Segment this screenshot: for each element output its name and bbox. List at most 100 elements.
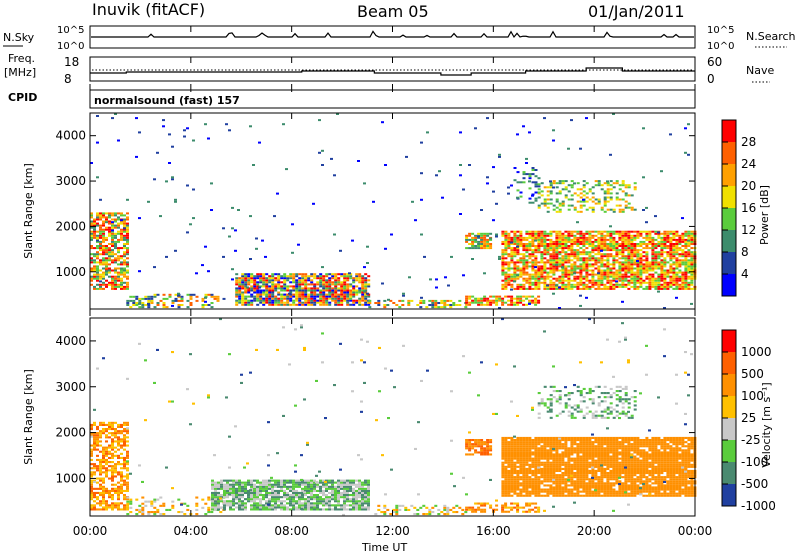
heatmap-cell (111, 506, 114, 509)
heatmap-cell (594, 180, 598, 183)
heatmap-cell (247, 498, 250, 501)
heatmap-cell (319, 301, 323, 304)
heatmap-cell (123, 494, 126, 497)
heatmap-cell (597, 279, 601, 282)
heatmap-cell (280, 287, 284, 290)
heatmap-cell (313, 289, 317, 292)
heatmap-cell (621, 273, 625, 276)
heatmap-cell (307, 295, 311, 298)
heatmap-cell (672, 232, 676, 235)
heatmap-cell (549, 257, 553, 260)
heatmap-cell (174, 249, 177, 252)
heatmap-cell (268, 289, 272, 292)
heatmap-cell (256, 291, 260, 294)
heatmap-cell (483, 272, 486, 275)
heatmap-cell (226, 491, 229, 494)
heatmap-cell (99, 247, 102, 250)
heatmap-cell (597, 265, 601, 268)
heatmap-cell (310, 283, 314, 286)
heatmap-cell (684, 265, 688, 268)
heatmap-cell (504, 457, 508, 460)
heatmap-cell (510, 459, 514, 462)
heatmap-cell (525, 261, 529, 264)
heatmap-cell (618, 234, 622, 237)
heatmap-cell (633, 285, 637, 288)
heatmap-cell (675, 243, 679, 245)
heatmap-cell (111, 452, 114, 455)
heatmap-cell (241, 491, 244, 494)
heatmap-cell (114, 218, 117, 221)
heatmap-cell (277, 279, 281, 282)
heatmap-cell (615, 269, 619, 272)
heatmap-cell (226, 489, 229, 492)
heatmap-cell (241, 279, 245, 282)
heatmap-cell (489, 245, 493, 247)
heatmap-cell (265, 489, 268, 492)
heatmap-cell (513, 263, 517, 266)
heatmap-cell (286, 289, 290, 292)
heatmap-cell (280, 293, 284, 296)
heatmap-cell (555, 267, 559, 270)
heatmap-cell (558, 202, 562, 205)
heatmap-cell (295, 299, 299, 302)
heatmap-cell (513, 277, 517, 280)
heatmap-cell (522, 269, 526, 272)
heatmap-cell (447, 284, 450, 287)
heatmap-cell (355, 285, 359, 288)
heatmap-cell (519, 195, 523, 198)
heatmap-cell (250, 508, 253, 511)
heatmap-cell (304, 481, 307, 484)
heatmap-cell (579, 257, 583, 260)
heatmap-cell (340, 299, 344, 302)
heatmap-cell (558, 259, 562, 262)
heatmap-cell (687, 287, 691, 290)
heatmap-cell (368, 299, 372, 302)
heatmap-cell (552, 263, 556, 266)
heatmap-cell (510, 474, 514, 477)
heatmap-cell (99, 228, 102, 231)
heatmap-cell (304, 279, 308, 282)
heatmap-cell (283, 287, 287, 290)
heatmap-cell (471, 510, 475, 513)
heatmap-cell (609, 267, 613, 270)
heatmap-cell (606, 255, 610, 258)
heatmap-cell (262, 498, 265, 501)
heatmap-cell (483, 245, 487, 247)
heatmap-cell (111, 444, 114, 447)
heatmap-cell (480, 232, 484, 235)
heatmap-cell (645, 247, 649, 250)
heatmap-cell (567, 147, 570, 150)
heatmap-cell (443, 513, 447, 516)
heatmap-cell (183, 513, 187, 516)
heatmap-cell (660, 249, 664, 252)
heatmap-cell (271, 496, 274, 499)
heatmap-cell (522, 488, 526, 491)
heatmap-cell (570, 273, 574, 276)
heatmap-cell (331, 287, 335, 290)
heatmap-cell (304, 277, 308, 280)
heatmap-cell (501, 441, 505, 444)
heatmap-cell (543, 439, 547, 442)
heatmap-cell (519, 490, 523, 493)
heatmap-cell (549, 238, 553, 241)
heatmap-cell (331, 491, 334, 494)
heatmap-cell (486, 449, 490, 452)
heatmap-cell (274, 498, 277, 501)
heatmap-cell (645, 251, 649, 254)
heatmap-cell (552, 186, 555, 189)
heatmap-cell (114, 281, 117, 284)
heatmap-cell (322, 494, 325, 497)
heatmap-cell (285, 168, 288, 171)
heatmap-cell (510, 443, 514, 446)
heatmap-cell (570, 253, 574, 256)
heatmap-cell (504, 486, 508, 489)
heatmap-cell (528, 273, 532, 276)
heatmap-cell (352, 487, 355, 490)
heatmap-cell (117, 508, 120, 511)
heatmap-cell (516, 482, 520, 485)
heatmap-cell (624, 249, 628, 252)
heatmap-cell (603, 243, 607, 245)
heatmap-cell (316, 485, 319, 488)
heatmap-cell (480, 510, 484, 513)
heatmap-cell (510, 451, 514, 454)
